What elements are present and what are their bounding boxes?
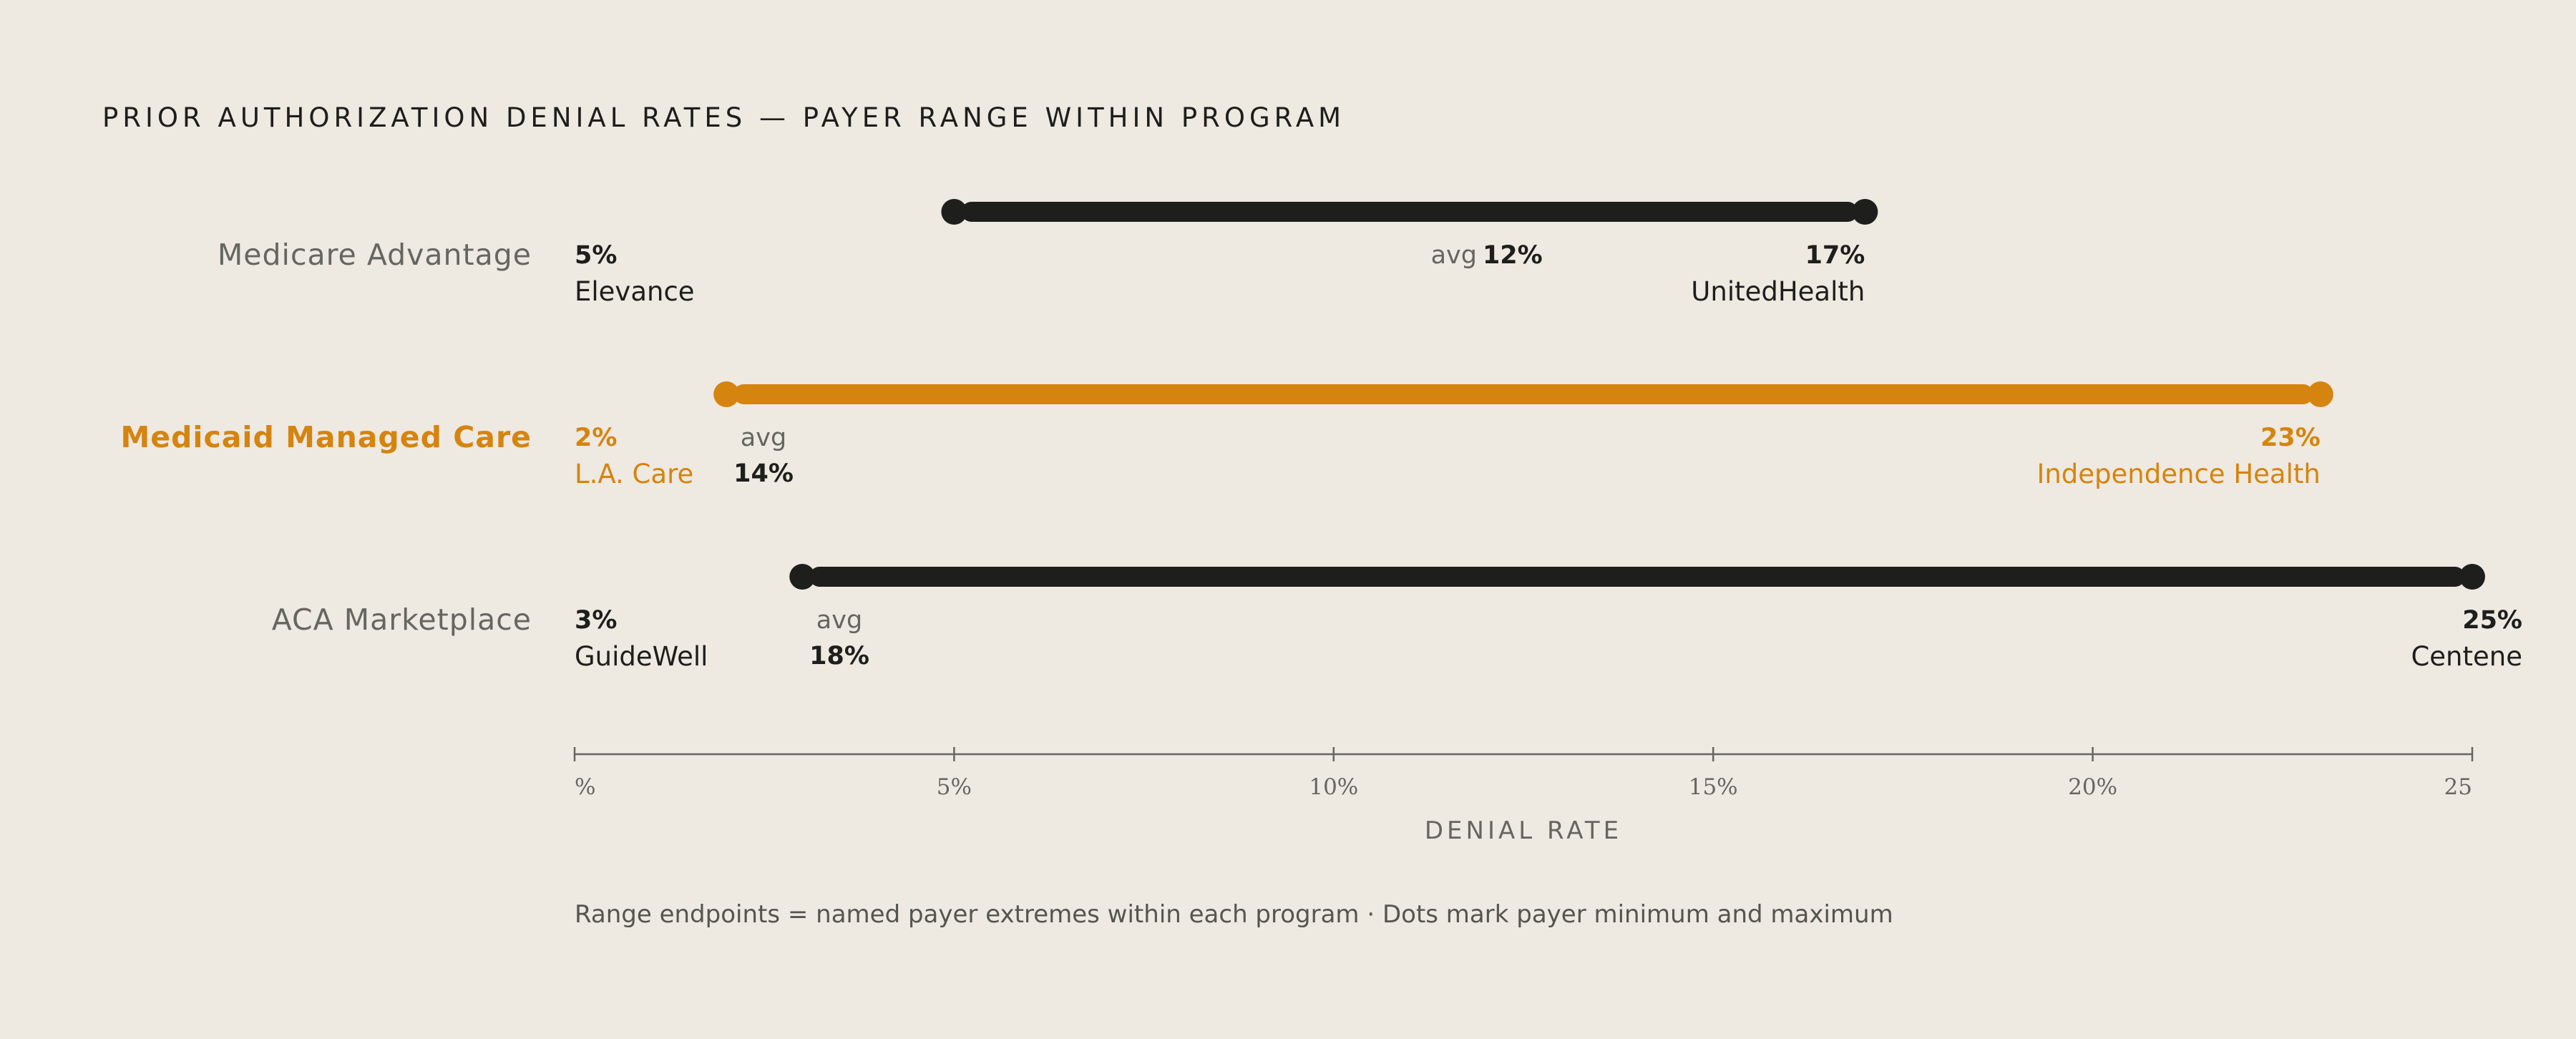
min-payer-medicaid-managed-care: L.A. Care [575, 459, 693, 489]
max-payer-medicare-advantage: UnitedHealth [1691, 276, 1865, 307]
min-dot-medicare-advantage [941, 199, 967, 225]
min-value-aca-marketplace: 3% [575, 606, 617, 635]
avg-value-medicare-advantage: 12% [1483, 241, 1543, 270]
max-value-aca-marketplace: 25% [2462, 606, 2522, 635]
max-payer-aca-marketplace: Centene [2411, 641, 2522, 672]
avg-word-aca-marketplace: avg [816, 606, 862, 635]
category-label-aca-marketplace: ACA Marketplace [272, 603, 532, 637]
x-tick-label-10: 10% [1309, 774, 1358, 800]
max-value-medicare-advantage: 17% [1805, 241, 1865, 270]
category-label-medicaid-managed-care: Medicaid Managed Care [120, 420, 532, 454]
max-dot-medicare-advantage [1852, 199, 1878, 225]
x-tick-label-20: 20% [2068, 774, 2117, 800]
x-tick-label-0: % [575, 774, 595, 800]
x-tick-label-15: 15% [1689, 774, 1738, 800]
x-tick-label-5: 5% [937, 774, 972, 800]
chart-title: PRIOR AUTHORIZATION DENIAL RATES — PAYER… [102, 102, 1346, 133]
avg-word-medicaid-managed-care: avg [741, 424, 786, 452]
x-axis-title: DENIAL RATE [1425, 816, 1622, 845]
max-payer-medicaid-managed-care: Independence Health [2036, 459, 2320, 489]
max-dot-medicaid-managed-care [2307, 381, 2333, 407]
avg-value-medicaid-managed-care: 14% [733, 459, 794, 488]
avg-word-medicare-advantage: avg [1431, 241, 1477, 270]
min-value-medicaid-managed-care: 2% [575, 424, 617, 452]
min-dot-medicaid-managed-care [713, 381, 740, 407]
category-label-medicare-advantage: Medicare Advantage [218, 238, 532, 272]
min-dot-aca-marketplace [789, 564, 816, 590]
chart-footnote: Range endpoints = named payer extremes w… [575, 900, 1893, 929]
max-value-medicaid-managed-care: 23% [2260, 424, 2321, 452]
min-payer-aca-marketplace: GuideWell [575, 641, 708, 672]
avg-value-aca-marketplace: 18% [809, 642, 869, 670]
max-dot-aca-marketplace [2459, 564, 2485, 590]
x-tick-label-25: 25 [2444, 774, 2472, 800]
min-payer-medicare-advantage: Elevance [575, 276, 695, 307]
min-value-medicare-advantage: 5% [575, 241, 617, 270]
